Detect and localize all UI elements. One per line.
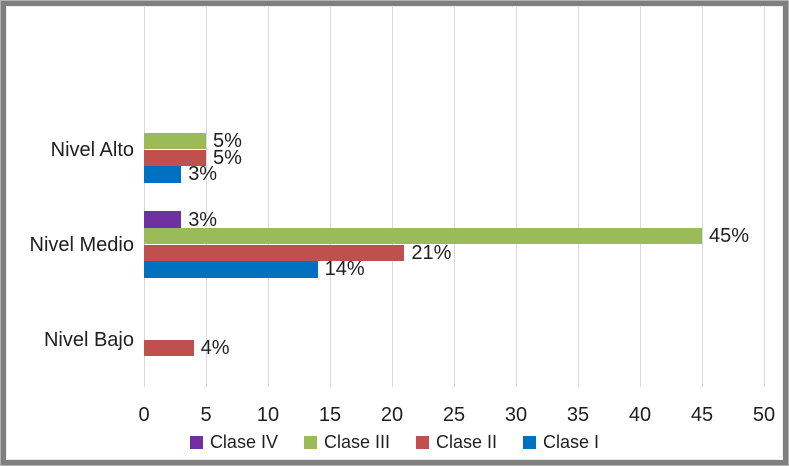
bar-clase-ii-nivel-bajo xyxy=(144,339,194,357)
data-label-clase-iii-nivel-alto: 5% xyxy=(213,130,242,153)
legend-swatch-icon xyxy=(416,435,429,449)
chart-area: 0 5 10 15 20 25 30 35 40 45 50 Nivel Alto 5% 5% 3% Nive… xyxy=(6,6,783,460)
x-axis-tick-label: 0 xyxy=(138,404,150,426)
legend-item-label: Clase I xyxy=(543,432,600,452)
gridline xyxy=(764,7,765,387)
bar-clase-iii-nivel-alto xyxy=(144,132,206,150)
legend-item-clase-i: Clase I xyxy=(523,433,599,451)
legend-swatch-icon xyxy=(189,435,203,449)
legend-swatch-icon xyxy=(303,435,317,449)
gridline xyxy=(516,7,517,387)
bar-clase-iv-nivel-medio xyxy=(144,211,182,228)
x-axis-tick-label: 25 xyxy=(442,404,466,426)
data-label-clase-ii-nivel-bajo: 4% xyxy=(200,336,230,359)
x-axis-tick-label: 15 xyxy=(318,404,342,426)
x-axis-tick-label: 20 xyxy=(380,404,404,426)
x-axis-tick-label: 40 xyxy=(628,404,652,426)
gridline xyxy=(454,7,455,387)
legend-item-clase-iv: Clase IV xyxy=(189,432,278,452)
data-label-clase-i-nivel-medio: 14% xyxy=(324,258,365,281)
legend-item-label: Clase II xyxy=(436,432,498,452)
category-axis-label: Nivel Bajo xyxy=(43,328,134,351)
bar-clase-i-nivel-medio xyxy=(144,261,318,278)
x-axis-tick-label: 50 xyxy=(752,404,776,426)
x-axis-tick-label: 35 xyxy=(566,404,590,426)
legend-swatch-icon xyxy=(523,435,537,449)
legend-item-clase-iii: Clase III xyxy=(303,432,390,452)
gridline xyxy=(268,7,269,387)
bar-clase-i-nivel-alto xyxy=(144,166,182,183)
data-label-clase-iii-nivel-medio: 45% xyxy=(709,225,750,248)
x-axis-tick-label: 45 xyxy=(690,404,714,426)
gridline xyxy=(144,7,145,387)
category-axis-label: Nivel Alto xyxy=(50,138,134,161)
x-axis-tick-label: 10 xyxy=(256,404,280,426)
x-axis-tick-label: 5 xyxy=(200,404,212,426)
legend-item-label: Clase IV xyxy=(209,432,278,452)
data-label-clase-iv-nivel-medio: 3% xyxy=(188,208,218,231)
plot-area: 0 5 10 15 20 25 30 35 40 45 50 Nivel Alto 5% 5% 3% Nive… xyxy=(7,7,782,459)
legend-item-label: Clase III xyxy=(323,432,390,452)
gridline xyxy=(392,7,393,387)
data-label-clase-i-nivel-alto: 3% xyxy=(188,163,218,186)
gridline xyxy=(640,7,641,387)
bar-clase-iii-nivel-medio xyxy=(144,227,702,245)
gridline xyxy=(702,7,703,387)
gridline xyxy=(206,7,207,387)
data-label-clase-ii-nivel-medio: 21% xyxy=(411,241,452,264)
gridline xyxy=(330,7,331,387)
gridline xyxy=(578,7,579,387)
legend-item-clase-ii: Clase II xyxy=(416,433,497,451)
legend: Clase IV Clase III Clase II Clase I xyxy=(7,431,782,453)
bar-clase-ii-nivel-medio xyxy=(144,244,405,262)
category-axis-label: Nivel Medio xyxy=(29,233,134,256)
x-axis-tick-label: 30 xyxy=(504,404,528,426)
data-label-clase-ii-nivel-alto: 5% xyxy=(213,146,242,169)
bar-clase-ii-nivel-alto xyxy=(144,149,206,167)
